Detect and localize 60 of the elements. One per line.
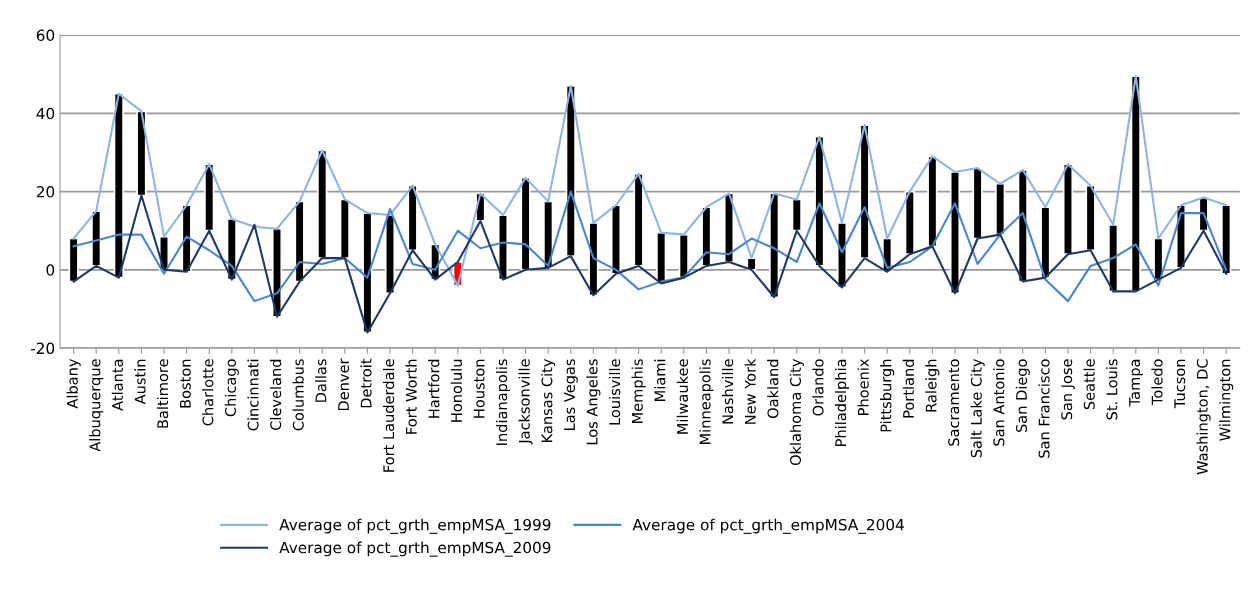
x-tick-label: Portland [902,359,915,418]
x-tick-label: Jacksonville [518,359,533,445]
x-tick-label: Denver [338,358,350,411]
x-tick-label: Seattle [1083,359,1095,410]
x-tick-label: Chicago [224,359,239,417]
y-tick-label: 40 [36,107,55,120]
x-tick-label: Charlotte [202,359,214,426]
x-tick-label: Albuquerque [89,359,104,452]
x-tick-label: Toledo [1151,359,1163,406]
x-tick-label: Washington, DC [1196,359,1211,475]
x-tick-label: San Diego [1015,359,1030,433]
x-tick-label: Nashville [721,359,734,424]
x-tick-label: Milwaukee [676,359,689,434]
x-tick-label: Oklahoma City [789,358,804,466]
y-tick-label: -20 [30,342,55,355]
y-tick-label: 20 [36,186,55,198]
x-tick-label: St. Louis [1106,359,1118,420]
x-tick-label: Albany [66,358,81,409]
x-tick-label: Fort Worth [405,359,417,434]
x-tick-label: Baltimore [156,359,169,428]
x-tick-label: Louisville [608,359,621,425]
x-tick-label: Memphis [631,359,646,423]
x-tick-label: Detroit [360,358,372,408]
x-tick-label: Raleigh [925,359,940,412]
legend-label: Average of pct_grth_empMSA_1999 [279,518,551,534]
x-tick-label: Wilmington [1219,359,1234,441]
x-tick-label: Pittsburgh [880,359,895,432]
x-tick-label: Atlanta [111,359,124,411]
x-tick-label: Salt Lake City [970,358,985,458]
x-tick-label: Indianapolis [495,359,511,445]
x-tick-label: Oakland [767,359,779,419]
x-tick-label: Kansas City [541,358,556,442]
x-tick-label: San Francisco [1038,359,1050,458]
y-tick-label: 0 [46,264,55,276]
x-tick-label: Minneapolis [699,359,714,444]
x-tick-label: Fort Lauderdale [382,359,395,472]
x-tick-label: Philadelphia [834,359,850,446]
x-tick-label: Cleveland [269,359,282,430]
x-tick-label: San Antonio [993,359,1005,446]
x-tick-label: Cincinnati [247,359,259,431]
x-tick-label: Phoenix [857,358,869,415]
y-tick-label: 60 [36,29,55,42]
x-tick-label: Austin [134,359,146,405]
x-tick-label: Tucson [1174,359,1186,409]
legend-label: Average of pct_grth_empMSA_2009 [279,541,551,557]
x-tick-label: New York [744,358,756,424]
legend-label: Average of pct_grth_empMSA_2004 [632,518,904,534]
x-tick-label: Columbus [292,359,304,431]
x-tick-label: Los Angeles [586,359,601,445]
x-tick-label: Houston [473,359,485,418]
x-tick-label: Miami [654,359,666,401]
x-tick-label: Dallas [315,359,327,402]
x-tick-label: Boston [180,359,191,408]
x-tick-label: Hartford [428,359,440,418]
x-tick-label: Orlando [812,359,824,416]
x-tick-label: Tampa [1129,359,1143,407]
x-tick-label: San Jose [1061,359,1075,420]
x-tick-label: Honolulu [450,359,463,422]
x-tick-label: Las Vegas [564,359,578,430]
x-tick-label: Sacramento [948,359,960,446]
